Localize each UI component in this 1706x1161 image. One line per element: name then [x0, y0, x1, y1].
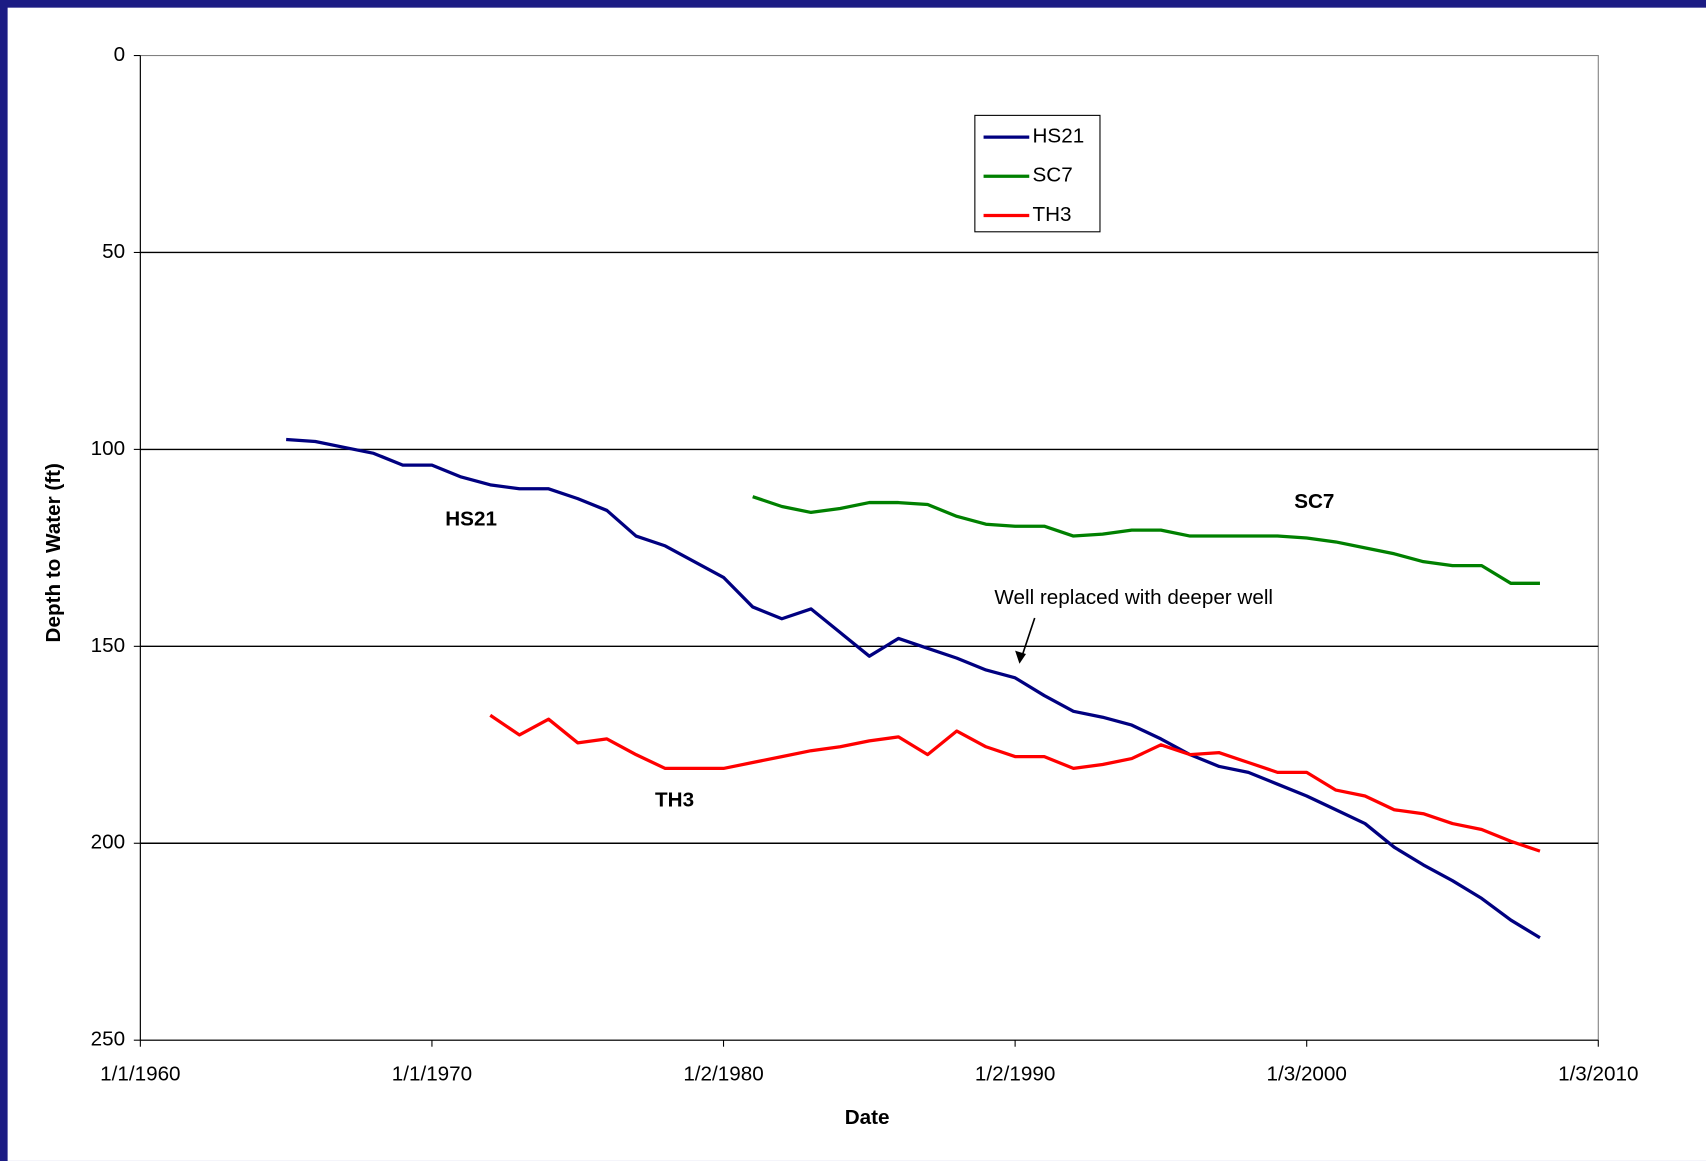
x-tick-label: 1/2/1980: [683, 1062, 763, 1085]
x-tick-label: 1/3/2010: [1558, 1062, 1638, 1085]
legend-label: TH3: [1033, 203, 1072, 226]
y-tick-label: 50: [102, 240, 125, 263]
legend-label: HS21: [1033, 125, 1085, 148]
x-tick-label: 1/3/2000: [1266, 1062, 1346, 1085]
chart-background: [7, 7, 1706, 1161]
x-axis-title: Date: [845, 1106, 890, 1129]
y-tick-label: 200: [91, 831, 125, 854]
legend-box: [974, 114, 1101, 233]
series-line: [752, 495, 1540, 585]
y-axis-title: Depth to Water (ft): [42, 463, 65, 642]
annotation-arrowhead: [1015, 650, 1026, 664]
y-tick-label: 250: [91, 1028, 125, 1051]
x-tick-label: 1/1/1970: [392, 1062, 472, 1085]
legend: HS21 SC7 TH3: [974, 114, 1101, 233]
annotation: SC7: [1294, 490, 1334, 513]
annotation: HS21: [445, 508, 497, 531]
y-tick-label: 100: [91, 437, 125, 460]
x-tick-label: 1/2/1990: [975, 1062, 1055, 1085]
series-line: [286, 437, 1541, 940]
y-tick-label: 0: [114, 43, 126, 66]
y-tick-label: 150: [91, 634, 125, 657]
x-tick-label: 1/1/1960: [100, 1062, 180, 1085]
annotation: TH3: [655, 788, 694, 811]
annotation: Well replaced with deeper well: [994, 586, 1273, 609]
legend-label: SC7: [1033, 164, 1073, 187]
annotation-arrow: [1020, 617, 1036, 658]
series-line: [489, 713, 1541, 853]
